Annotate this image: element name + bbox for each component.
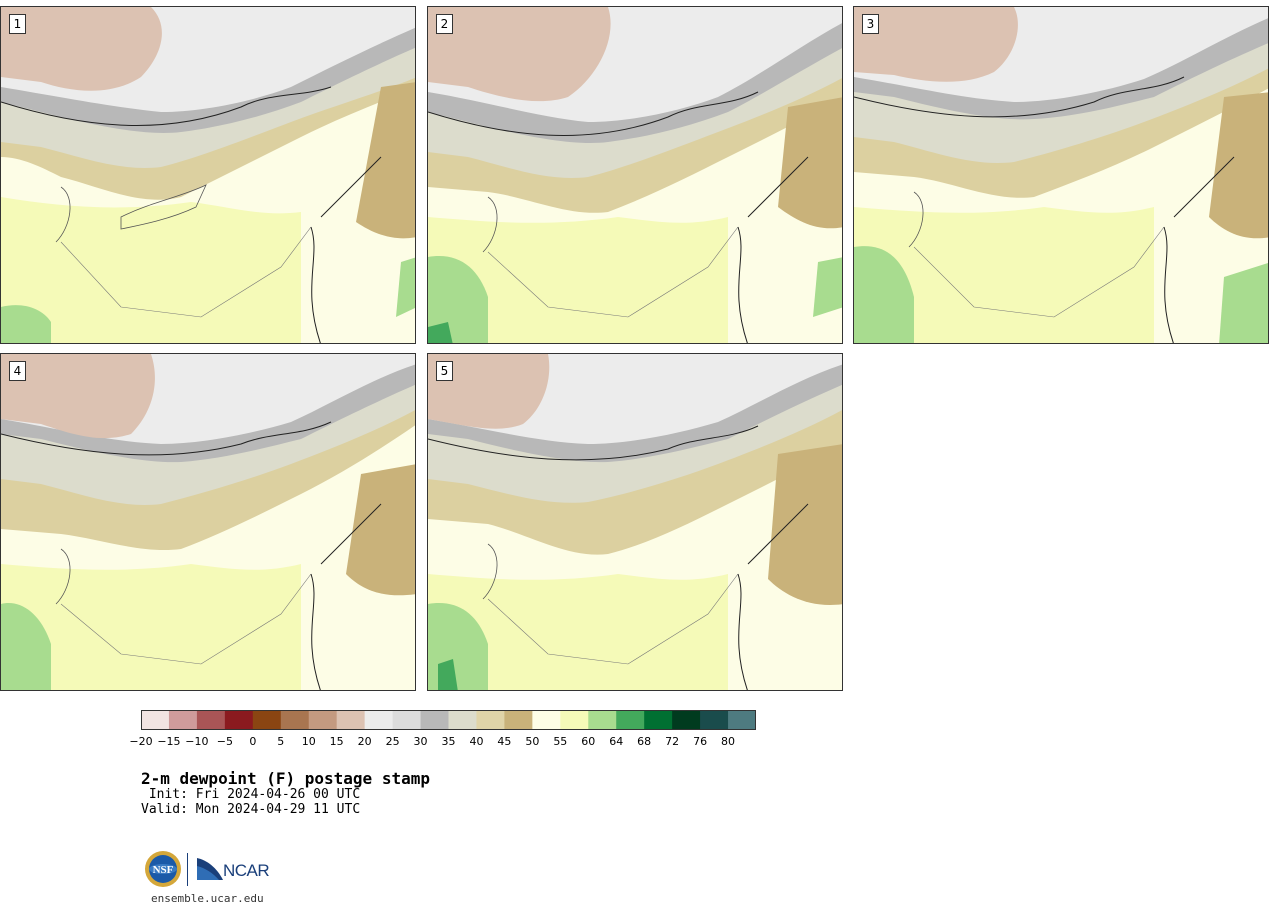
colorbar-tick-label: 45	[497, 735, 512, 748]
colorbar-swatch	[728, 710, 756, 730]
colorbar-swatch	[364, 710, 394, 730]
nsf-logo-icon: NSF	[145, 851, 181, 887]
colorbar-tick-label: 50	[525, 735, 540, 748]
dewpoint-field	[854, 7, 1268, 343]
colorbar-swatch	[168, 710, 198, 730]
colorbar-swatch	[504, 710, 533, 730]
ncar-logo-icon	[197, 858, 223, 880]
ensemble-member-map-2: 2	[427, 6, 843, 344]
dewpoint-field	[428, 354, 842, 690]
colorbar-tick-label: 20	[357, 735, 372, 748]
colorbar-tick-label: −10	[185, 735, 209, 748]
dewpoint-colorbar	[141, 710, 756, 730]
colorbar-tick-label: 40	[469, 735, 484, 748]
member-number-label: 1	[9, 14, 26, 34]
colorbar-tick-label: 76	[693, 735, 708, 748]
colorbar-swatch	[616, 710, 645, 730]
colorbar-tick-label: 68	[637, 735, 652, 748]
colorbar-tick-label: 25	[385, 735, 400, 748]
dewpoint-field	[428, 7, 842, 343]
sponsor-logos: NSF NCAR	[144, 850, 284, 892]
colorbar-tick-label: 64	[609, 735, 624, 748]
member-number-label: 5	[436, 361, 453, 381]
chart-title: 2-m dewpoint (F) postage stamp	[141, 769, 430, 788]
colorbar-tick-label: 5	[277, 735, 285, 748]
colorbar-tick-label: 0	[249, 735, 257, 748]
colorbar-tick-label: 55	[553, 735, 568, 748]
ensemble-member-map-4: 4	[0, 353, 416, 691]
dewpoint-field	[1, 354, 415, 690]
colorbar-swatch	[336, 710, 366, 730]
member-number-label: 2	[436, 14, 453, 34]
dewpoint-field	[1, 7, 415, 343]
colorbar-tick-label: 72	[665, 735, 680, 748]
colorbar-swatch	[141, 710, 170, 730]
colorbar-tick-label: −5	[216, 735, 233, 748]
colorbar-tick-label: 35	[441, 735, 456, 748]
colorbar-swatch	[420, 710, 449, 730]
member-number-label: 3	[862, 14, 879, 34]
colorbar-swatch	[560, 710, 589, 730]
colorbar-tick-label: 80	[721, 735, 736, 748]
colorbar-tick-label: 30	[413, 735, 428, 748]
logo-divider	[187, 853, 188, 886]
colorbar-swatch	[280, 710, 310, 730]
colorbar-swatch	[308, 710, 338, 730]
colorbar-swatch	[672, 710, 701, 730]
footer-url: ensemble.ucar.edu	[151, 892, 264, 905]
colorbar-tick-label: 15	[329, 735, 344, 748]
colorbar-swatch	[588, 710, 617, 730]
colorbar-tick-label: −15	[157, 735, 181, 748]
colorbar-tick-label: −20	[129, 735, 153, 748]
ensemble-member-map-5: 5	[427, 353, 843, 691]
colorbar-border	[141, 710, 756, 730]
ensemble-member-map-1: 1	[0, 6, 416, 344]
colorbar-swatch	[700, 710, 729, 730]
colorbar-swatch	[252, 710, 282, 730]
colorbar-swatch	[196, 710, 226, 730]
colorbar-swatch	[644, 710, 673, 730]
colorbar-swatch	[448, 710, 477, 730]
colorbar-swatch	[476, 710, 505, 730]
colorbar-tick-labels: −20 −15 −10 −5 0 5 10 15 20 25 30 35 40 45 50 55 60 64 68 7…	[129, 730, 781, 750]
member-number-label: 4	[9, 361, 26, 381]
ncar-logo-text: NCAR	[223, 861, 270, 880]
valid-time: Valid: Mon 2024-04-29 11 UTC	[141, 802, 361, 817]
nsf-logo-text: NSF	[153, 864, 174, 876]
colorbar-swatch	[392, 710, 422, 730]
colorbar-swatch	[224, 710, 254, 730]
ncar-logo: NCAR	[197, 856, 277, 884]
init-time: Init: Fri 2024-04-26 00 UTC	[141, 787, 361, 802]
colorbar-swatch	[532, 710, 561, 730]
colorbar-tick-label: 10	[301, 735, 316, 748]
colorbar-tick-label: 60	[581, 735, 596, 748]
ensemble-member-map-3: 3	[853, 6, 1269, 344]
